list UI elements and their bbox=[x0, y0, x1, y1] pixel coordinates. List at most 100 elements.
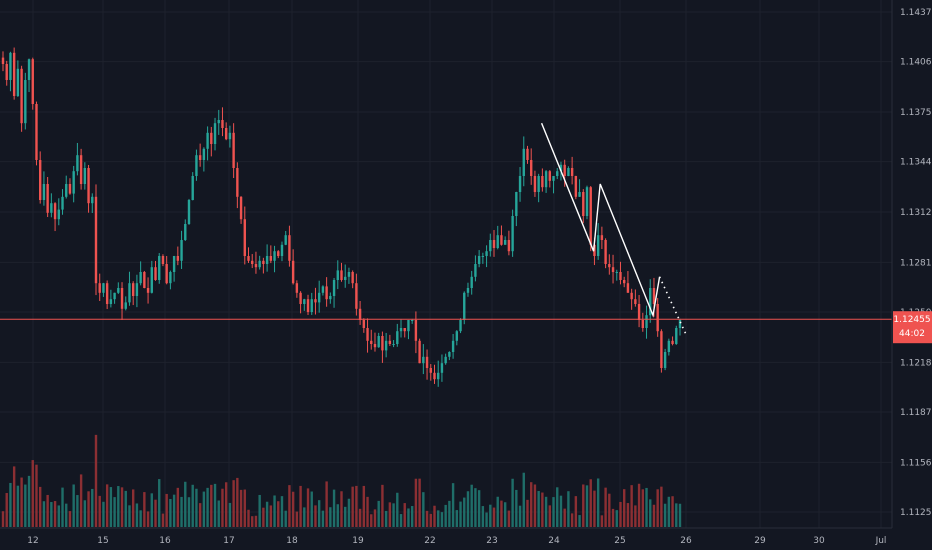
candle-body bbox=[429, 368, 432, 373]
volume-bar bbox=[332, 489, 336, 527]
volume-bar bbox=[455, 510, 459, 527]
volume-bar bbox=[656, 489, 659, 527]
volume-bar bbox=[336, 504, 339, 527]
volume-bar bbox=[202, 491, 206, 527]
time-tick-label: 17 bbox=[223, 536, 234, 546]
candle-body bbox=[422, 356, 425, 364]
volume-bar bbox=[470, 484, 473, 527]
zigzag-drawing[interactable] bbox=[540, 122, 661, 318]
volume-bar bbox=[135, 503, 139, 527]
candle-body bbox=[474, 264, 477, 277]
candle-body bbox=[515, 192, 518, 216]
volume-bar bbox=[500, 500, 503, 527]
volume-bar bbox=[150, 493, 153, 527]
volume-bar bbox=[384, 510, 388, 527]
candle-body bbox=[455, 331, 459, 341]
volume-bar bbox=[236, 477, 239, 527]
volume-bar bbox=[158, 479, 161, 527]
candle-body bbox=[678, 320, 682, 328]
candle-body bbox=[154, 267, 157, 280]
volume-bar bbox=[61, 487, 64, 527]
candle-body bbox=[533, 176, 537, 192]
candle-body bbox=[76, 155, 79, 172]
volume-bar bbox=[518, 505, 522, 527]
volume-bar bbox=[567, 491, 570, 527]
volume-bar bbox=[414, 478, 418, 527]
volume-bar bbox=[559, 495, 563, 527]
candle-body bbox=[195, 155, 198, 176]
volume-bar bbox=[12, 466, 16, 527]
volume-bar bbox=[206, 487, 209, 527]
candle-body bbox=[53, 203, 57, 220]
candle-body bbox=[582, 192, 585, 216]
candle-body bbox=[660, 331, 663, 368]
candle-body bbox=[150, 267, 153, 293]
candle-body bbox=[42, 184, 46, 200]
volume-bar bbox=[9, 482, 12, 527]
candle-body bbox=[109, 299, 113, 304]
volume-bar bbox=[477, 490, 481, 527]
volume-bar bbox=[154, 499, 157, 527]
candle-body bbox=[87, 168, 90, 204]
volume-bar bbox=[24, 484, 27, 527]
volume-bar bbox=[660, 486, 663, 527]
volume-bar bbox=[273, 495, 276, 527]
candle-body bbox=[165, 264, 168, 284]
candle-body bbox=[169, 272, 172, 284]
volume-bar bbox=[485, 512, 488, 527]
volume-bar bbox=[556, 487, 559, 527]
volume-bar bbox=[418, 478, 421, 527]
volume-bar bbox=[325, 481, 328, 527]
volume-bar bbox=[437, 510, 440, 527]
candle-body bbox=[574, 176, 578, 197]
candle-body bbox=[288, 235, 291, 261]
volume-bar bbox=[541, 492, 544, 527]
volume-bar bbox=[288, 485, 291, 527]
volume-bar bbox=[433, 505, 436, 527]
volume-bar bbox=[451, 483, 455, 527]
volume-bar bbox=[57, 505, 60, 527]
volume-bar bbox=[105, 484, 109, 527]
candle-body bbox=[384, 340, 388, 351]
candle-body bbox=[500, 235, 503, 245]
volume-bar bbox=[269, 505, 273, 527]
volume-bar bbox=[258, 494, 261, 527]
candle-body bbox=[332, 280, 336, 296]
candle-body bbox=[146, 288, 150, 293]
candle-body bbox=[477, 256, 481, 264]
volume-bar bbox=[466, 491, 470, 527]
candle-body bbox=[656, 304, 659, 332]
volume-bar bbox=[221, 488, 224, 527]
volume-bar bbox=[463, 497, 466, 527]
volume-bar bbox=[511, 478, 514, 527]
volume-bar bbox=[474, 488, 477, 527]
candle-body bbox=[492, 240, 496, 248]
volume-bar bbox=[530, 482, 533, 527]
candle-body bbox=[5, 64, 8, 80]
drawing-tools[interactable] bbox=[540, 122, 687, 335]
volume-bar bbox=[526, 499, 529, 527]
candle-body bbox=[79, 155, 83, 184]
volume-bar bbox=[425, 510, 429, 527]
candle-body bbox=[585, 187, 589, 216]
volume-bar bbox=[210, 484, 213, 527]
volume-bar bbox=[377, 500, 380, 527]
candle-body bbox=[511, 216, 514, 252]
candle-body bbox=[16, 68, 20, 96]
candle-body bbox=[228, 132, 232, 140]
candle-body bbox=[440, 363, 444, 373]
candle-body bbox=[102, 283, 105, 293]
volume-bar bbox=[16, 485, 20, 527]
price-tick-label: 1.13125 bbox=[900, 208, 932, 218]
volume-bar bbox=[604, 487, 607, 527]
volume-bar bbox=[239, 489, 243, 527]
time-axis[interactable]: 12 15 16 17 18 19 22 23 24 25 26 29 30 Jul bbox=[27, 536, 886, 546]
candle-body bbox=[663, 352, 667, 368]
time-tick-label: 26 bbox=[680, 536, 692, 546]
candle-body bbox=[388, 340, 392, 344]
volume-bar bbox=[615, 510, 618, 527]
candle-body bbox=[27, 59, 31, 80]
price-axis[interactable]: 1.14375 1.14065 1.13750 1.13440 1.13125 1.128… bbox=[900, 8, 932, 518]
candle-body bbox=[556, 171, 559, 176]
